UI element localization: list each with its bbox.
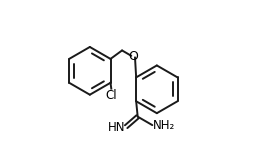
Text: HN: HN — [108, 121, 125, 134]
Text: O: O — [128, 50, 138, 63]
Text: NH₂: NH₂ — [153, 119, 175, 132]
Text: Cl: Cl — [105, 89, 117, 102]
